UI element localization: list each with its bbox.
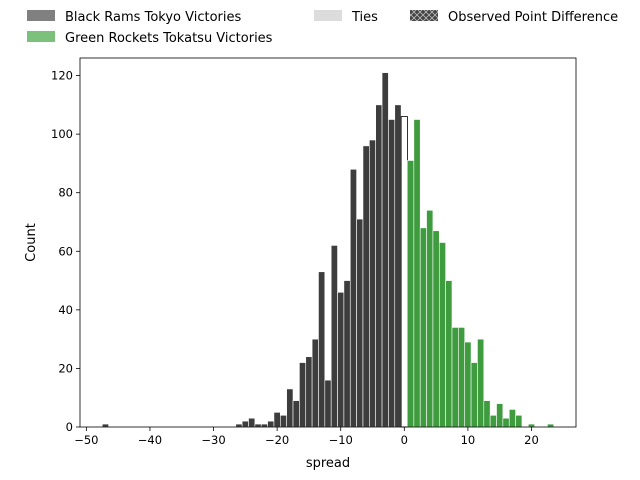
bar-black-rams--2 xyxy=(388,119,396,428)
bar-green-rockets-11 xyxy=(470,362,478,428)
bar-black-rams--18 xyxy=(286,388,294,428)
y-tick-label: 120 xyxy=(51,69,73,83)
x-tick-label: −40 xyxy=(138,433,162,447)
bar-black-rams--21 xyxy=(267,420,275,428)
bar-black-rams--23 xyxy=(254,423,262,428)
bar-green-rockets-4 xyxy=(426,209,434,428)
bar-black-rams--5 xyxy=(369,139,376,428)
bar-green-rockets-12 xyxy=(477,338,485,428)
y-tick-label: 0 xyxy=(66,420,73,434)
bar-black-rams--4 xyxy=(375,104,383,428)
bar-green-rockets-16 xyxy=(502,417,510,428)
bar-green-rockets-9 xyxy=(458,327,466,428)
bar-black-rams--11 xyxy=(330,245,338,428)
y-axis-label: Count xyxy=(24,223,39,262)
legend-label-black-rams-tokyo-victories: Black Rams Tokyo Victories xyxy=(65,10,241,25)
y-axis-ticks: 0 20 40 60 80 100 120 xyxy=(51,69,80,434)
x-tick-label: −50 xyxy=(74,433,98,447)
x-axis-ticks: −50 −40 −30 −20 −10 0 10 20 xyxy=(74,427,539,447)
bar-tie-0 xyxy=(400,116,408,428)
y-tick-label: 100 xyxy=(51,127,73,141)
bar-black-rams--25 xyxy=(241,420,249,428)
bar-black-rams--47 xyxy=(101,423,109,428)
y-tick-label: 20 xyxy=(58,361,73,375)
bar-green-rockets-15 xyxy=(496,403,504,428)
y-tick-label: 80 xyxy=(58,186,73,200)
x-tick-label: −10 xyxy=(329,433,353,447)
bar-black-rams--17 xyxy=(292,400,300,428)
legend-swatch-green-rockets-tokatsu-victories xyxy=(27,31,55,42)
bar-black-rams--22 xyxy=(260,423,268,428)
bar-black-rams--15 xyxy=(305,356,313,428)
bar-green-rockets-7 xyxy=(445,280,453,428)
x-tick-label: −20 xyxy=(265,433,289,447)
bar-green-rockets-1 xyxy=(407,160,415,428)
bar-black-rams--10 xyxy=(337,291,345,428)
bar-green-rockets-18 xyxy=(515,414,523,428)
legend-swatch-observed-point-difference xyxy=(410,10,438,21)
bar-black-rams--12 xyxy=(324,379,332,428)
bar-black-rams--20 xyxy=(273,412,281,428)
bar-green-rockets-20 xyxy=(528,423,535,428)
bar-black-rams--8 xyxy=(349,168,357,428)
legend-swatch-ties xyxy=(314,10,342,21)
bar-black-rams--1 xyxy=(394,104,402,428)
bar-black-rams--14 xyxy=(311,338,319,428)
y-tick-label: 40 xyxy=(58,303,73,317)
x-axis-label: spread xyxy=(306,456,350,471)
bar-green-rockets-13 xyxy=(483,400,491,428)
legend-label-ties: Ties xyxy=(351,10,378,25)
bar-black-rams--7 xyxy=(356,218,364,428)
bar-green-rockets-5 xyxy=(432,230,440,428)
bar-green-rockets-14 xyxy=(489,414,497,428)
bar-black-rams--6 xyxy=(362,145,370,428)
y-tick-label: 60 xyxy=(58,244,73,258)
bar-green-rockets-3 xyxy=(419,227,427,428)
legend-swatch-black-rams-tokyo-victories xyxy=(27,10,55,21)
x-tick-label: −30 xyxy=(201,433,225,447)
bar-black-rams--9 xyxy=(343,280,351,428)
bar-black-rams--26 xyxy=(235,423,243,428)
x-tick-label: 0 xyxy=(401,433,408,447)
bar-green-rockets-10 xyxy=(464,341,472,428)
bar-green-rockets-2 xyxy=(413,119,421,428)
bar-green-rockets-6 xyxy=(438,242,446,428)
bar-black-rams--24 xyxy=(248,417,256,428)
bar-black-rams--13 xyxy=(318,271,326,428)
legend-label-observed-point-difference: Observed Point Difference xyxy=(448,10,618,25)
legend-label-green-rockets-tokatsu-victories: Green Rockets Tokatsu Victories xyxy=(65,31,273,46)
x-tick-label: 10 xyxy=(461,433,476,447)
bar-green-rockets-8 xyxy=(451,327,459,428)
x-tick-label: 20 xyxy=(524,433,539,447)
bar-black-rams--3 xyxy=(381,72,389,428)
bar-green-rockets-17 xyxy=(508,409,516,428)
bars xyxy=(101,72,555,428)
legend: Black Rams Tokyo Victories Green Rockets … xyxy=(27,10,618,46)
bar-black-rams--19 xyxy=(280,414,287,428)
axes-frame xyxy=(79,57,577,428)
bar-black-rams--16 xyxy=(299,362,307,428)
bar-green-rockets-23 xyxy=(547,423,555,428)
